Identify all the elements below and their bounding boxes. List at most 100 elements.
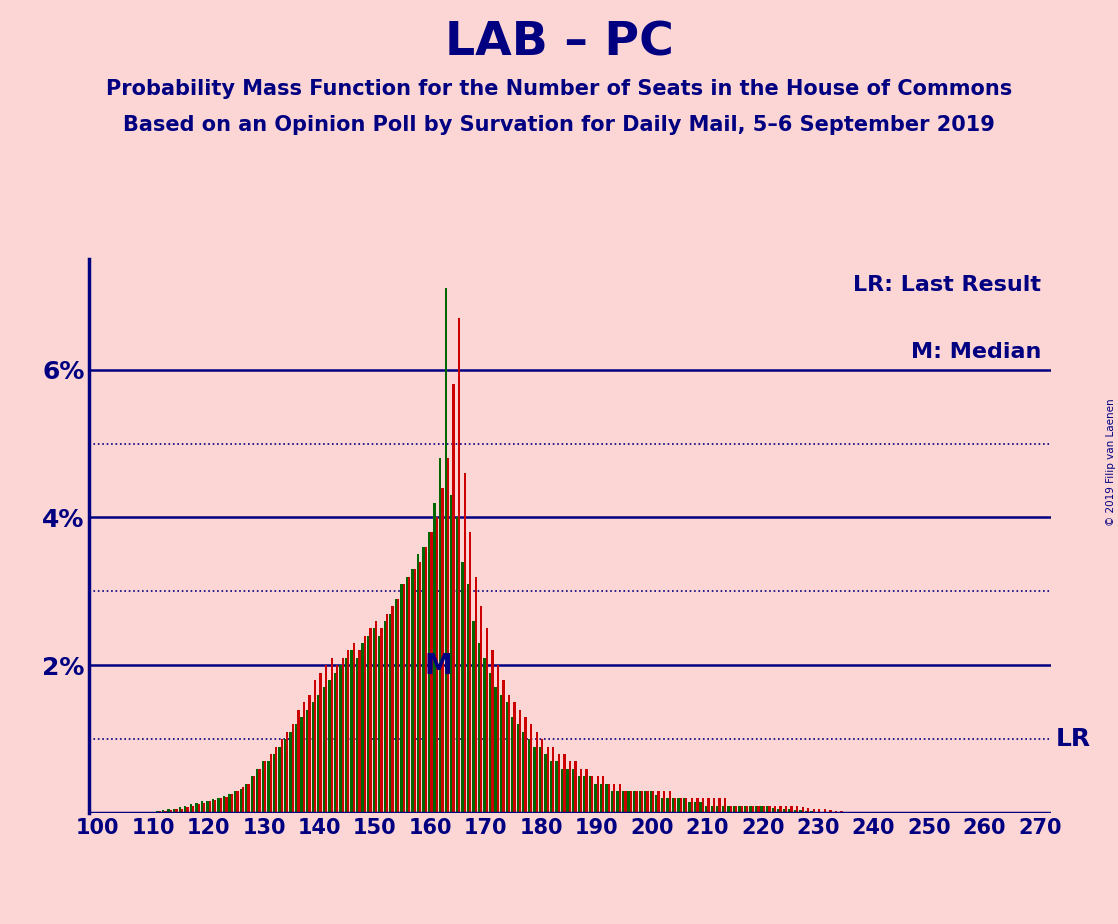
Bar	[477, 643, 480, 813]
Bar	[547, 747, 549, 813]
Bar	[489, 673, 491, 813]
Bar	[496, 665, 499, 813]
Bar	[286, 732, 288, 813]
Bar	[724, 798, 727, 813]
Bar	[367, 636, 369, 813]
Bar	[530, 724, 532, 813]
Bar	[250, 776, 253, 813]
Bar	[569, 761, 571, 813]
Bar	[533, 747, 536, 813]
Bar	[674, 798, 676, 813]
Bar	[151, 811, 153, 813]
Bar	[494, 687, 496, 813]
Bar	[552, 747, 555, 813]
Bar	[491, 650, 493, 813]
Text: Probability Mass Function for the Number of Seats in the House of Commons: Probability Mass Function for the Number…	[106, 79, 1012, 99]
Bar	[239, 789, 241, 813]
Bar	[735, 806, 738, 813]
Bar	[556, 761, 558, 813]
Bar	[760, 806, 762, 813]
Bar	[230, 794, 233, 813]
Bar	[652, 791, 654, 813]
Bar	[513, 702, 515, 813]
Bar	[678, 798, 680, 813]
Bar	[181, 808, 183, 813]
Bar	[502, 680, 504, 813]
Bar	[480, 606, 483, 813]
Bar	[456, 517, 458, 813]
Bar	[666, 798, 669, 813]
Bar	[389, 614, 391, 813]
Bar	[295, 724, 297, 813]
Bar	[408, 577, 410, 813]
Bar	[766, 806, 768, 813]
Bar	[184, 806, 187, 813]
Bar	[613, 784, 615, 813]
Bar	[483, 658, 485, 813]
Bar	[508, 695, 510, 813]
Bar	[635, 791, 637, 813]
Bar	[777, 808, 779, 813]
Bar	[550, 761, 552, 813]
Bar	[558, 754, 560, 813]
Bar	[624, 791, 626, 813]
Bar	[485, 628, 487, 813]
Bar	[466, 584, 470, 813]
Bar	[423, 547, 425, 813]
Text: © 2019 Filip van Laenen: © 2019 Filip van Laenen	[1106, 398, 1116, 526]
Bar	[580, 769, 582, 813]
Bar	[669, 791, 671, 813]
Bar	[142, 811, 144, 813]
Bar	[215, 800, 217, 813]
Bar	[369, 628, 371, 813]
Bar	[350, 650, 352, 813]
Bar	[633, 791, 635, 813]
Bar	[685, 798, 688, 813]
Bar	[607, 784, 610, 813]
Bar	[329, 680, 331, 813]
Bar	[462, 562, 464, 813]
Bar	[629, 791, 632, 813]
Bar	[603, 776, 605, 813]
Bar	[644, 791, 646, 813]
Bar	[835, 811, 837, 813]
Bar	[206, 800, 209, 813]
Bar	[400, 584, 402, 813]
Bar	[241, 787, 244, 813]
Bar	[790, 806, 793, 813]
Bar	[153, 811, 155, 813]
Bar	[749, 806, 751, 813]
Bar	[225, 796, 228, 813]
Bar	[841, 811, 843, 813]
Bar	[363, 636, 366, 813]
Bar	[618, 784, 620, 813]
Bar	[451, 495, 453, 813]
Bar	[306, 710, 309, 813]
Bar	[788, 809, 790, 813]
Bar	[445, 288, 447, 813]
Bar	[605, 784, 607, 813]
Bar	[170, 810, 172, 813]
Bar	[519, 710, 521, 813]
Bar	[511, 717, 513, 813]
Bar	[331, 658, 333, 813]
Bar	[342, 658, 344, 813]
Bar	[284, 739, 286, 813]
Bar	[650, 791, 652, 813]
Bar	[281, 739, 283, 813]
Bar	[236, 791, 238, 813]
Bar	[799, 810, 802, 813]
Bar	[657, 791, 660, 813]
Bar	[425, 547, 427, 813]
Bar	[190, 804, 192, 813]
Bar	[779, 806, 781, 813]
Bar	[333, 673, 337, 813]
Bar	[627, 791, 629, 813]
Bar	[811, 811, 813, 813]
Bar	[439, 458, 442, 813]
Bar	[414, 569, 416, 813]
Bar	[774, 806, 776, 813]
Bar	[738, 806, 740, 813]
Bar	[610, 791, 613, 813]
Bar	[453, 384, 455, 813]
